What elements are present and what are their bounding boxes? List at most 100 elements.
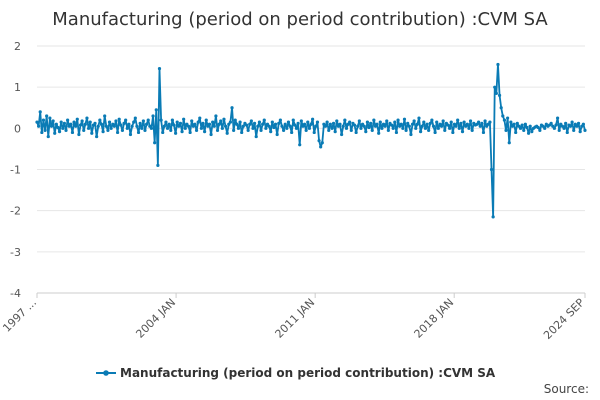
data-point[interactable] [278,118,282,122]
data-point[interactable] [130,124,134,128]
data-point[interactable] [489,167,494,172]
data-point[interactable] [194,128,199,132]
data-point[interactable] [430,118,434,122]
data-point[interactable] [367,125,371,130]
data-point[interactable] [153,141,157,145]
data-point[interactable] [264,126,268,130]
data-point[interactable] [565,130,569,135]
data-point[interactable] [338,122,342,126]
data-point[interactable] [556,116,560,120]
data-point[interactable] [491,215,495,219]
data-point[interactable] [45,114,49,118]
data-point[interactable] [167,122,171,126]
data-point[interactable] [222,117,226,121]
data-point[interactable] [107,120,112,124]
data-point[interactable] [273,122,278,126]
data-point[interactable] [389,123,394,127]
data-point[interactable] [267,124,271,128]
data-point[interactable] [290,130,294,135]
data-point[interactable] [161,130,165,135]
data-point[interactable] [170,118,174,122]
data-point[interactable] [512,122,516,126]
data-point[interactable] [460,130,465,134]
data-point[interactable] [439,124,444,128]
data-point[interactable] [375,122,379,126]
data-point[interactable] [220,126,224,130]
data-point[interactable] [538,128,542,132]
data-point[interactable] [311,117,315,121]
data-point[interactable] [462,120,466,124]
data-point[interactable] [340,132,344,137]
data-point[interactable] [456,118,460,122]
data-point[interactable] [506,116,510,120]
data-point[interactable] [256,124,260,128]
data-point[interactable] [272,125,276,130]
data-point[interactable] [502,118,507,122]
legend-label[interactable]: Manufacturing (period on period contribu… [120,366,496,380]
data-point[interactable] [481,130,486,135]
data-point[interactable] [196,120,200,124]
data-point[interactable] [572,128,576,132]
data-point[interactable] [145,122,149,126]
data-point[interactable] [164,120,168,124]
data-point[interactable] [459,121,463,125]
data-point[interactable] [143,128,147,132]
data-point[interactable] [291,118,295,122]
data-point[interactable] [75,117,79,121]
data-point[interactable] [327,128,331,132]
data-point[interactable] [507,141,511,145]
data-point[interactable] [257,120,262,124]
data-point[interactable] [43,128,47,132]
data-point[interactable] [230,106,234,110]
data-point[interactable] [70,130,75,135]
data-point[interactable] [115,130,120,135]
data-point[interactable] [530,130,534,134]
data-point[interactable] [248,122,252,126]
data-point[interactable] [583,128,587,132]
data-point[interactable] [298,143,302,147]
data-point[interactable] [125,126,129,130]
data-point[interactable] [478,124,482,128]
data-point[interactable] [56,125,60,130]
data-point[interactable] [178,121,183,125]
data-point[interactable] [451,130,455,135]
data-point[interactable] [74,124,78,128]
data-point[interactable] [325,120,329,124]
data-point[interactable] [552,126,556,130]
data-point[interactable] [169,128,173,132]
data-point[interactable] [330,126,334,130]
data-point[interactable] [422,120,426,124]
data-point[interactable] [219,119,223,123]
data-point[interactable] [141,119,145,123]
data-point[interactable] [448,126,452,130]
data-point[interactable] [465,122,469,126]
data-point[interactable] [117,117,121,121]
data-point[interactable] [270,120,274,124]
data-point[interactable] [135,124,139,128]
data-point[interactable] [549,121,553,125]
data-point[interactable] [377,131,381,135]
data-point[interactable] [38,110,42,114]
data-point[interactable] [154,108,158,112]
data-point[interactable] [570,120,574,124]
data-point[interactable] [249,119,253,123]
data-point[interactable] [254,134,258,139]
data-point[interactable] [483,119,487,123]
data-point[interactable] [514,130,518,135]
data-point[interactable] [344,126,349,130]
data-point[interactable] [83,122,87,126]
data-point[interactable] [357,119,361,123]
data-point[interactable] [103,114,107,118]
data-point[interactable] [331,121,336,125]
data-point[interactable] [280,124,284,128]
data-point[interactable] [294,126,299,130]
data-point[interactable] [37,124,41,128]
data-point[interactable] [518,126,523,130]
data-point[interactable] [162,124,166,128]
data-point[interactable] [412,119,416,123]
data-point[interactable] [193,122,197,126]
data-point[interactable] [457,126,461,130]
data-point[interactable] [499,106,503,110]
data-point[interactable] [78,123,83,127]
data-point[interactable] [172,123,176,127]
